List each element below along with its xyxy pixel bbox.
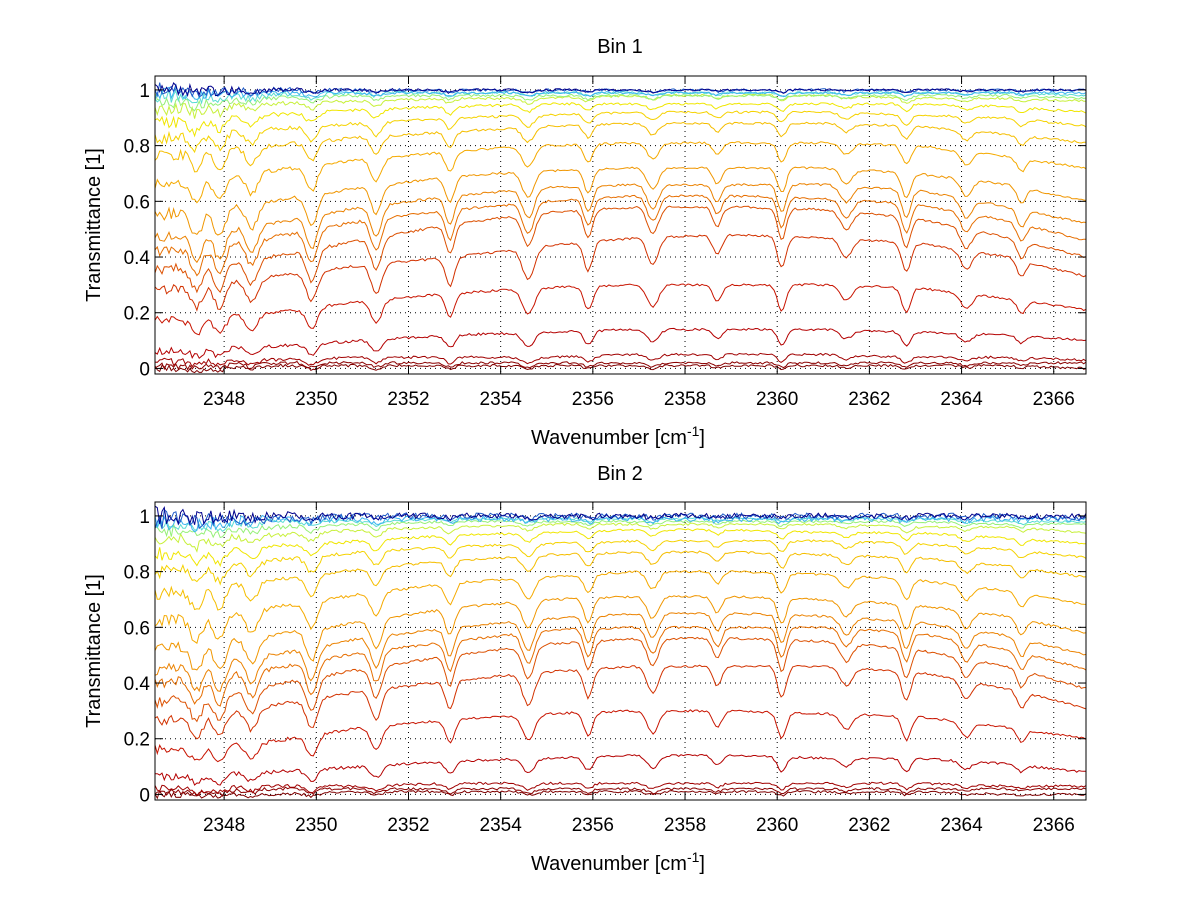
y-tick-label: 0.2 (124, 304, 150, 325)
series-line-s5 (154, 709, 1087, 763)
series-line-s20 (154, 82, 1087, 98)
x-tick-label: 2360 (756, 389, 798, 410)
series-line-s1 (154, 789, 1087, 800)
series-line-s4 (154, 327, 1087, 360)
series-line-s4 (154, 753, 1086, 786)
x-axis-label: Wavenumber [cm-1] (531, 423, 705, 449)
axes-box (154, 75, 1087, 375)
series-line-s8 (154, 194, 1087, 277)
y-tick-label: 0.8 (124, 137, 150, 158)
series-line-s10 (154, 595, 1087, 671)
series-line-s19 (154, 509, 1087, 530)
panel-bin-2: Bin 2 2348 2350 2352 2354 2356 2358 2360 2362 23… (83, 463, 1087, 875)
panel-bin-1: Bin 1 2348 2350 2352 2354 2356 2358 2360 2362 23… (83, 36, 1087, 449)
series-line-s20 (154, 505, 1087, 526)
x-tick-label: 2348 (203, 389, 245, 410)
series-line-s7 (154, 205, 1087, 294)
series-line-s5 (154, 283, 1087, 336)
series-line-s7 (154, 636, 1087, 723)
x-tick-label: 2350 (295, 815, 337, 836)
x-tick-label: 2352 (387, 815, 429, 836)
series-line-s12 (154, 121, 1087, 173)
axes-box (154, 501, 1087, 801)
series-line-s9 (154, 182, 1087, 264)
y-tick-label: 0.6 (124, 192, 150, 213)
y-tick-label: 1 (139, 81, 150, 102)
series-line-s17 (154, 88, 1087, 105)
series-line-s6 (154, 233, 1087, 312)
series-line-s16 (154, 519, 1087, 539)
series-group (154, 505, 1087, 800)
x-tick-label: 2362 (848, 815, 890, 836)
x-tick-label: 2350 (295, 389, 337, 410)
y-tick-label: 0.2 (124, 730, 150, 751)
x-tick-label: 2362 (848, 389, 890, 410)
y-tick-label: 0 (139, 359, 150, 380)
x-tick-label: 2366 (1033, 815, 1075, 836)
x-tick-label: 2356 (572, 815, 614, 836)
chart-title: Bin 1 (597, 36, 643, 58)
y-tick-label: 0.8 (124, 563, 150, 584)
series-line-s11 (154, 570, 1087, 645)
series-line-s13 (154, 539, 1087, 586)
x-tick-label: 2356 (572, 389, 614, 410)
series-group (154, 82, 1087, 374)
x-tick-label: 2364 (940, 389, 983, 410)
series-line-s13 (154, 110, 1087, 154)
series-line-s1 (154, 363, 1087, 374)
series-line-s14 (154, 102, 1087, 138)
ticks: 2348 2350 2352 2354 2356 2358 2360 2362 2364 2366… (124, 502, 1086, 836)
chart-title: Bin 2 (597, 463, 643, 485)
y-tick-label: 0.4 (124, 674, 151, 695)
y-tick-label: 1 (139, 507, 150, 528)
series-line-s6 (154, 664, 1087, 740)
ticks: 2348 2350 2352 2354 2356 2358 2360 2362 2364 2366… (124, 76, 1086, 410)
x-tick-label: 2358 (664, 815, 706, 836)
series-line-s9 (154, 612, 1087, 693)
y-axis-label: Transmittance [1] (83, 574, 105, 728)
series-line-s3 (154, 352, 1087, 368)
x-axis-label: Wavenumber [cm-1] (531, 849, 705, 875)
series-line-s10 (154, 166, 1087, 236)
y-axis-label: Transmittance [1] (83, 148, 105, 302)
x-tick-label: 2364 (940, 815, 983, 836)
series-line-s14 (154, 528, 1087, 568)
x-tick-label: 2358 (664, 389, 706, 410)
series-line-s8 (154, 625, 1087, 707)
plot-area (155, 502, 1086, 800)
x-tick-label: 2360 (756, 815, 798, 836)
series-line-s3 (154, 781, 1087, 796)
x-tick-label: 2354 (480, 389, 523, 410)
series-line-s15 (154, 522, 1087, 553)
x-tick-label: 2354 (480, 815, 523, 836)
series-line-s16 (154, 92, 1087, 112)
series-line-s18 (154, 514, 1087, 533)
x-tick-label: 2352 (387, 389, 429, 410)
y-tick-label: 0.4 (124, 248, 151, 269)
series-line-s18 (154, 86, 1087, 101)
series-line-s2 (154, 360, 1087, 371)
x-tick-label: 2348 (203, 815, 245, 836)
series-line-s11 (154, 141, 1087, 204)
y-tick-label: 0.6 (124, 618, 150, 639)
series-line-s12 (154, 550, 1087, 611)
x-tick-label: 2366 (1033, 389, 1075, 410)
y-tick-label: 0 (139, 785, 150, 806)
